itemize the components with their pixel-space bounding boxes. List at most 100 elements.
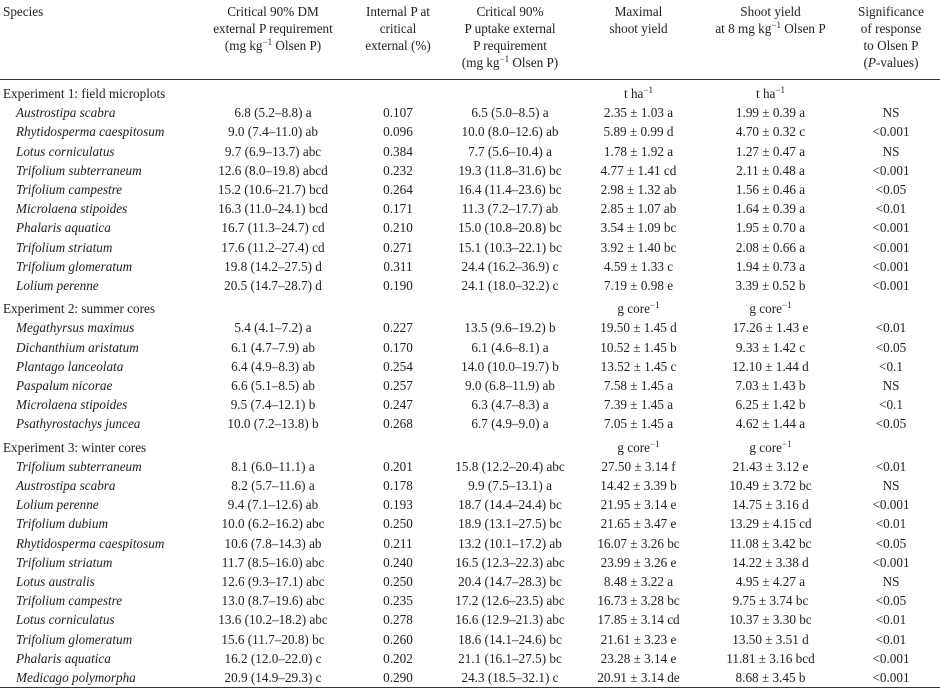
maximal-yield-cell: 16.07 ± 3.26 bc	[597, 535, 680, 551]
species-cell: Trifolium glomeratum	[16, 258, 133, 274]
yield-8mg-cell: 11.81 ± 3.16 bcd	[726, 650, 815, 666]
species-cell: Rhytidosperma caespitosum	[16, 535, 165, 551]
maximal-yield-cell: 5.89 ± 0.99 d	[603, 124, 674, 140]
critical-uptake-cell: 15.8 (12.2–20.4) abc	[455, 458, 565, 474]
significance-cell: <0.001	[872, 258, 910, 274]
maximal-yield-cell: 21.95 ± 3.14 e	[600, 497, 677, 513]
internal-p-cell: 0.107	[383, 105, 413, 121]
maximal-yield-cell: 16.73 ± 3.28 bc	[597, 593, 680, 609]
critical-uptake-cell: 7.7 (5.6–10.4) a	[468, 143, 552, 159]
table-row: Plantago lanceolata 6.4 (4.9–8.3) ab 0.254…	[0, 357, 940, 376]
maximal-yield-cell: 7.05 ± 1.45 a	[603, 416, 674, 432]
critical-dm-cell: 20.5 (14.7–28.7) d	[224, 278, 322, 294]
experiment-header-row: Experiment 3: winter cores g core−1 g core…	[0, 434, 940, 457]
critical-uptake-cell: 9.0 (6.8–11.9) ab	[465, 378, 555, 394]
significance-cell: <0.001	[872, 554, 910, 570]
significance-cell: <0.05	[875, 416, 907, 432]
experiment-header-row: Experiment 1: field microplots t ha−1 t ha…	[0, 80, 940, 104]
internal-p-cell: 0.193	[383, 497, 413, 513]
internal-p-cell: 0.202	[383, 650, 413, 666]
significance-cell: <0.01	[875, 631, 907, 647]
internal-p-cell: 0.240	[383, 554, 413, 570]
maximal-yield-cell: 19.50 ± 1.45 d	[600, 320, 677, 336]
internal-p-cell: 0.254	[383, 358, 413, 374]
species-cell: Trifolium subterraneum	[16, 458, 142, 474]
significance-cell: NS	[882, 378, 900, 394]
maximal-yield-cell: 21.61 ± 3.23 e	[600, 631, 677, 647]
table-row: Lolium perenne 9.4 (7.1–12.6) ab 0.193 18.7…	[0, 495, 940, 514]
maximal-yield-cell: 7.58 ± 1.45 a	[603, 378, 674, 394]
maximal-yield-cell: 7.39 ± 1.45 a	[603, 397, 674, 413]
species-cell: Trifolium striatum	[16, 239, 113, 255]
yield-8mg-cell: 12.10 ± 1.44 d	[732, 358, 809, 374]
critical-dm-cell: 16.2 (12.0–22.0) c	[224, 650, 322, 666]
critical-uptake-cell: 13.5 (9.6–19.2) b	[464, 320, 556, 336]
critical-dm-cell: 9.7 (6.9–13.7) abc	[224, 143, 322, 159]
internal-p-cell: 0.235	[383, 593, 413, 609]
critical-dm-cell: 16.7 (11.3–24.7) cd	[221, 220, 325, 236]
significance-cell: <0.001	[872, 220, 910, 236]
critical-uptake-cell: 18.6 (14.1–24.6) bc	[458, 631, 562, 647]
critical-uptake-cell: 9.9 (7.5–13.1) a	[468, 478, 552, 494]
internal-p-cell: 0.311	[383, 258, 413, 274]
internal-p-cell: 0.257	[383, 378, 413, 394]
empty-cell	[842, 80, 940, 104]
critical-uptake-cell: 24.3 (18.5–32.1) c	[442, 668, 578, 689]
table-row: Lotus corniculatus 13.6 (10.2–18.2) abc 0.…	[0, 610, 940, 629]
table-row: Trifolium campestre 15.2 (10.6–21.7) bcd 0…	[0, 180, 940, 199]
yield-8mg-cell: 9.75 ± 3.74 bc	[732, 593, 809, 609]
table-row: Trifolium campestre 13.0 (8.7–19.6) abc 0.…	[0, 591, 940, 610]
empty-cell	[842, 434, 940, 457]
maximal-yield-cell: 3.54 ± 1.09 bc	[600, 220, 677, 236]
yield-8mg-cell: 17.26 ± 1.43 e	[732, 320, 809, 336]
table-row: Phalaris aquatica 16.2 (12.0–22.0) c 0.202…	[0, 649, 940, 668]
yield-8mg-cell: 4.95 ± 4.27 a	[735, 574, 806, 590]
significance-cell: NS	[882, 143, 900, 159]
maximal-yield-cell: 1.78 ± 1.92 a	[603, 143, 674, 159]
unit-label: t ha−1	[756, 85, 785, 102]
internal-p-cell: 0.201	[383, 458, 413, 474]
header-internal-p: Internal P at critical external (%)	[354, 2, 442, 80]
critical-dm-cell: 10.0 (6.2–16.2) abc	[221, 516, 325, 532]
yield-8mg-cell: 9.33 ± 1.42 c	[735, 339, 806, 355]
empty-cell	[842, 295, 940, 318]
critical-dm-cell: 9.0 (7.4–11.0) ab	[228, 124, 318, 140]
yield-8mg-cell: 4.70 ± 0.32 c	[735, 124, 806, 140]
unit-label: g core−1	[617, 438, 660, 455]
yield-8mg-cell: 14.22 ± 3.38 d	[732, 554, 809, 570]
maximal-yield-cell: 7.19 ± 0.98 e	[603, 278, 674, 294]
yield-8mg-cell: 4.62 ± 1.44 a	[735, 416, 806, 432]
internal-p-cell: 0.170	[383, 339, 413, 355]
significance-cell: <0.001	[872, 239, 910, 255]
yield-8mg-cell: 2.11 ± 0.48 a	[736, 162, 805, 178]
significance-cell: <0.01	[875, 516, 907, 532]
yield-8mg-cell: 1.27 ± 0.47 a	[735, 143, 806, 159]
header-critical-uptake: Critical 90% P uptake external P require…	[442, 2, 578, 80]
species-cell: Trifolium striatum	[16, 554, 113, 570]
critical-uptake-cell: 16.5 (12.3–22.3) abc	[455, 554, 565, 570]
table-header: Species Critical 90% DM external P requi…	[0, 2, 940, 80]
critical-dm-cell: 6.6 (5.1–8.5) ab	[231, 378, 315, 394]
yield-8mg-cell: 10.37 ± 3.30 bc	[729, 612, 812, 628]
significance-cell: <0.1	[879, 397, 903, 413]
significance-cell: <0.01	[875, 201, 907, 217]
maximal-yield-cell: 13.52 ± 1.45 c	[600, 358, 677, 374]
species-cell: Phalaris aquatica	[16, 220, 111, 236]
critical-uptake-cell: 11.3 (7.2–17.7) ab	[461, 201, 559, 217]
critical-uptake-cell: 19.3 (11.8–31.6) bc	[458, 162, 562, 178]
table-row: Austrostipa scabra 6.8 (5.2–8.8) a 0.107 6.…	[0, 103, 940, 122]
species-cell: Microlaena stipoides	[16, 201, 128, 217]
experiment-title: Experiment 2: summer cores	[3, 301, 155, 317]
critical-dm-cell: 6.4 (4.9–8.3) ab	[231, 358, 315, 374]
table-row: Trifolium subterraneum 12.6 (8.0–19.8) ab…	[0, 161, 940, 180]
maximal-yield-cell: 23.99 ± 3.26 e	[600, 554, 677, 570]
critical-dm-cell: 19.8 (14.2–27.5) d	[224, 258, 322, 274]
critical-dm-cell: 13.6 (10.2–18.2) abc	[218, 612, 328, 628]
significance-cell: NS	[882, 478, 900, 494]
header-critical-dm: Critical 90% DM external P requirement (…	[192, 2, 354, 80]
critical-dm-cell: 12.6 (8.0–19.8) abcd	[218, 162, 328, 178]
significance-cell: NS	[882, 105, 900, 121]
critical-uptake-cell: 16.4 (11.4–23.6) bc	[458, 182, 562, 198]
table-row: Rhytidosperma caespitosum 9.0 (7.4–11.0) …	[0, 122, 940, 141]
